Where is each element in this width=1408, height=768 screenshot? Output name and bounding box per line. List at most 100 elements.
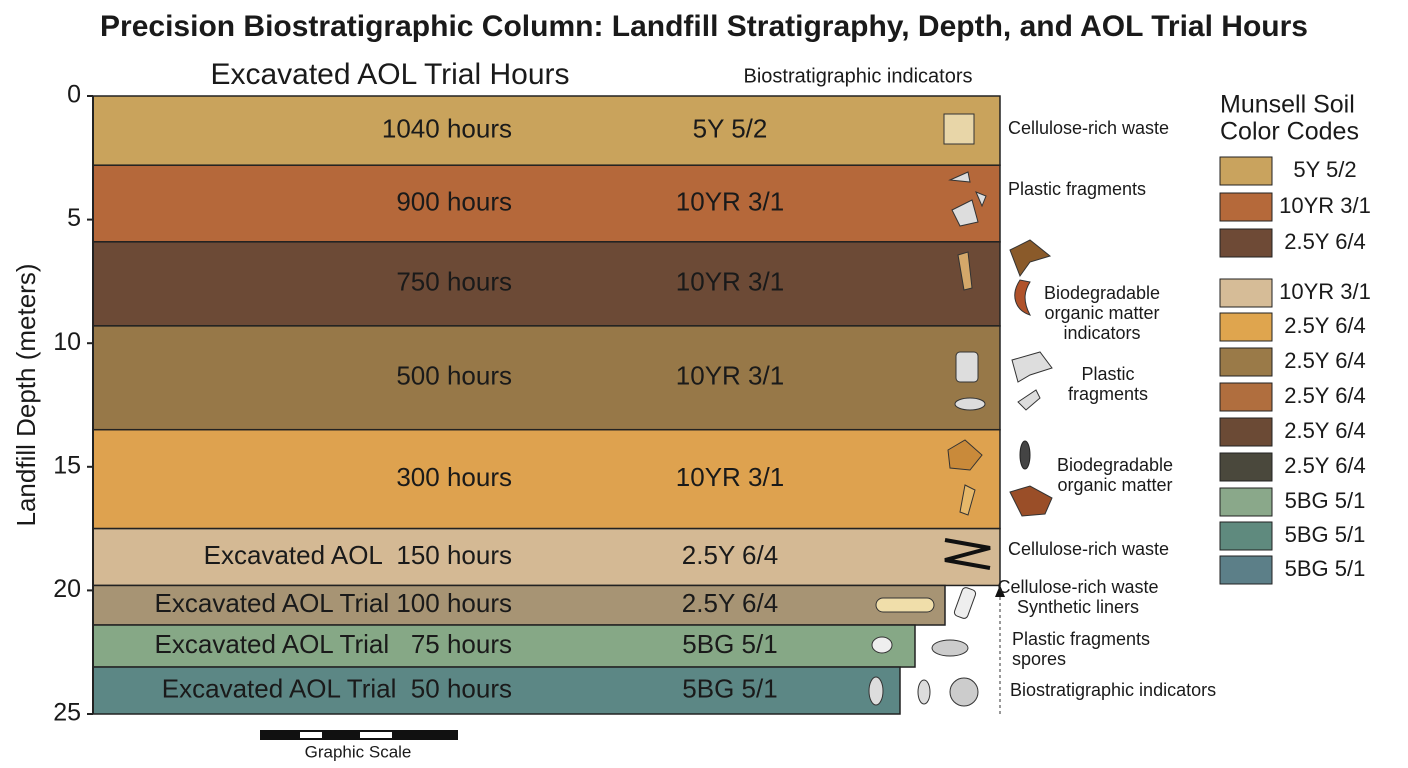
legend-swatch [1219,228,1273,258]
indicator-label: indicators [1063,323,1140,343]
legend-swatch [1219,521,1273,551]
indicator-icon [1009,239,1052,278]
y-tick-label: 10 [53,328,81,356]
indicator-icon [949,677,979,707]
indicator-icon [948,171,987,227]
arrow-head [995,585,1005,597]
indicator-icon [931,639,969,657]
stratum [92,428,1001,530]
indicator-label: Plastic fragments [1008,179,1146,199]
layer-label: Excavated AOL 150 hours [204,540,512,570]
legend-label: 2.5Y 6/4 [1284,229,1366,254]
legend-swatch [1219,192,1273,222]
scale-label: Graphic Scale [305,742,412,761]
indicator-icon [944,538,991,570]
layer-code: 10YR 3/1 [676,186,784,216]
legend-label: 10YR 3/1 [1279,193,1371,218]
column-header: Excavated AOL Trial Hours [210,58,569,91]
indicator-icon [947,439,983,471]
indicator-icon [1009,485,1053,517]
indicator-icon [953,587,977,619]
indicator-label: organic matter [1057,475,1172,495]
legend-swatch [1219,312,1273,342]
indicator-label: Cellulose-rich waste [997,577,1158,597]
legend-title: Munsell Soil [1220,91,1355,119]
stratum [92,164,1001,243]
stratum [92,241,1001,327]
stratum [92,95,1001,166]
layer-label: Excavated AOL Trial 50 hours [162,673,512,703]
indicator-label: Plastic fragments [1012,629,1150,649]
stratum [92,584,946,626]
layer-label: Excavated AOL Trial 100 hours [155,588,512,618]
legend-swatch [1219,487,1273,517]
indicator-label: Synthetic liners [1017,597,1139,617]
legend-label: 5BG 5/1 [1285,556,1366,581]
indicator-label: Plastic [1081,364,1134,384]
legend-label: 2.5Y 6/4 [1284,418,1366,443]
layer-code: 5BG 5/1 [682,629,777,659]
indicator-header: Biostratigraphic indicators [744,65,973,87]
legend-label: 5BG 5/1 [1285,488,1366,513]
graphic-scale [260,730,458,740]
indicator-label: organic matter [1044,303,1159,323]
legend-label: 5BG 5/1 [1285,522,1366,547]
layer-label: 500 hours [396,361,512,391]
legend-swatch [1219,555,1273,585]
indicator-label: Cellulose-rich waste [1008,118,1169,138]
layer-code: 10YR 3/1 [676,267,784,297]
y-axis-label: Landfill Depth (meters) [11,264,41,527]
layer-code: 2.5Y 6/4 [682,588,778,618]
legend-label: 2.5Y 6/4 [1284,383,1366,408]
y-tick-label: 5 [67,204,81,232]
indicator-icon [871,636,893,654]
indicator-icon [875,597,935,613]
indicator-icon [943,113,975,145]
indicator-icon [1011,351,1053,411]
layer-code: 10YR 3/1 [676,361,784,391]
layer-code: 2.5Y 6/4 [682,540,778,570]
legend-label: 2.5Y 6/4 [1284,313,1366,338]
indicator-icon [1014,279,1032,316]
layer-label: Excavated AOL Trial 75 hours [155,629,512,659]
legend-swatch [1219,278,1273,308]
indicator-label: Biostratigraphic indicators [1010,680,1216,700]
indicator-icon [959,484,976,516]
legend-label: 5Y 5/2 [1293,157,1356,182]
layer-label: 900 hours [396,186,512,216]
legend-swatch [1219,347,1273,377]
indicator-icon [917,679,931,705]
indicator-label: fragments [1068,384,1148,404]
indicator-label: Cellulose-rich waste [1008,539,1169,559]
y-tick-label: 25 [53,699,81,727]
legend-label: 2.5Y 6/4 [1284,348,1366,373]
stratum [92,325,1001,431]
legend-swatch [1219,452,1273,482]
y-tick-label: 0 [67,81,81,109]
indicator-icon [868,676,884,706]
chart-title: Precision Biostratigraphic Column: Landf… [100,10,1308,43]
legend-label: 10YR 3/1 [1279,279,1371,304]
indicator-label: spores [1012,649,1066,669]
layer-label: 750 hours [396,267,512,297]
y-tick-label: 15 [53,451,81,479]
legend-label: 2.5Y 6/4 [1284,453,1366,478]
layer-label: 300 hours [396,462,512,492]
legend-swatch [1219,156,1273,186]
layer-label: 1040 hours [382,113,512,143]
indicator-icon [957,251,973,291]
legend-title: Color Codes [1220,118,1359,146]
indicator-label: Biodegradable [1057,455,1173,475]
layer-code: 5Y 5/2 [693,113,768,143]
y-tick-label: 20 [53,575,81,603]
indicator-icon [954,397,986,411]
layer-code: 5BG 5/1 [682,673,777,703]
stratum [92,666,901,715]
indicator-label: Biodegradable [1044,283,1160,303]
legend-swatch [1219,382,1273,412]
indicator-icon [955,351,979,383]
indicator-icon [1019,440,1031,470]
legend-swatch [1219,417,1273,447]
layer-code: 10YR 3/1 [676,462,784,492]
